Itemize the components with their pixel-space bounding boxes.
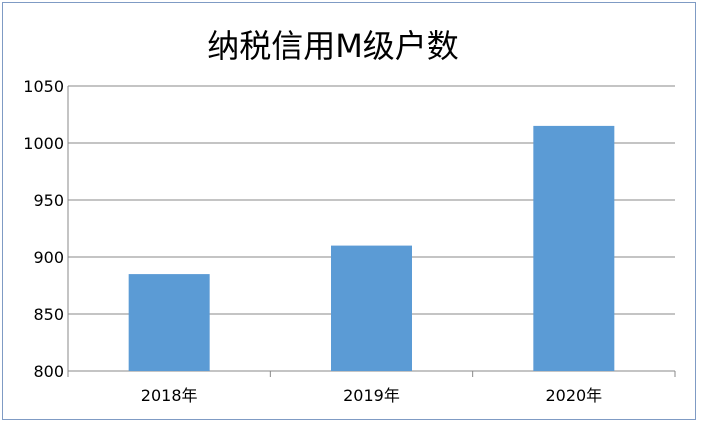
y-tick-label: 950 <box>33 191 64 210</box>
y-tick-label: 850 <box>33 305 64 324</box>
x-category-label: 2019年 <box>343 386 400 405</box>
bar-2020年 <box>533 125 615 372</box>
bar-2019年 <box>331 245 412 371</box>
bar-2018年 <box>128 274 210 371</box>
chart-title: 纳税信用M级户数 <box>207 27 459 65</box>
y-tick-label: 1000 <box>23 134 64 153</box>
y-tick-label: 1050 <box>23 77 64 96</box>
x-category-label: 2020年 <box>545 386 602 405</box>
x-category-label: 2018年 <box>141 386 198 405</box>
y-tick-label: 800 <box>33 362 64 381</box>
y-tick-label: 900 <box>33 248 64 267</box>
